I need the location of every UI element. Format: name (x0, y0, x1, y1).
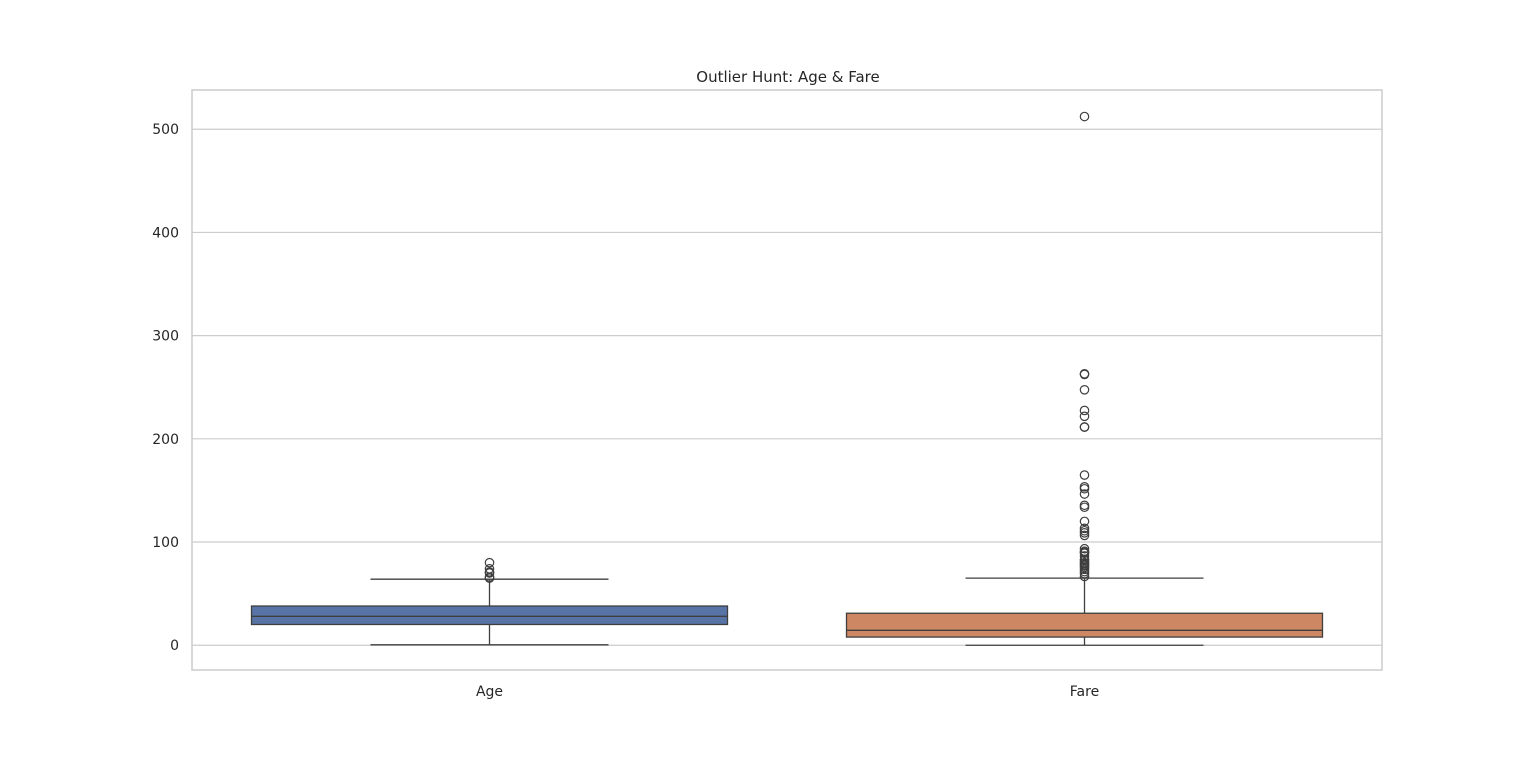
outlier-point (1079, 502, 1090, 513)
y-tick-label: 500 (152, 122, 179, 138)
outlier-point (484, 567, 495, 577)
chart-title: Outlier Hunt: Age & Fare (696, 68, 879, 86)
plot-frame (191, 89, 1383, 671)
x-tick-label: Age (476, 684, 503, 700)
box-iqr (250, 605, 729, 626)
outlier-point (1079, 483, 1090, 494)
y-tick-label: 400 (152, 225, 179, 241)
y-tick-label: 300 (152, 329, 179, 345)
y-tick-label: 100 (152, 535, 179, 551)
box-group-age (250, 557, 729, 646)
y-axis-ticks: 0 100 200 300 400 500 (152, 122, 179, 654)
outlier-point (484, 564, 495, 574)
gridlines (192, 128, 1382, 646)
y-tick-label: 200 (152, 432, 179, 448)
outlier-point (1079, 405, 1090, 416)
boxes (250, 111, 1324, 646)
outlier-point (1079, 516, 1090, 527)
outlier-point (1079, 470, 1090, 480)
outlier-point (1079, 543, 1090, 554)
outlier-point (1079, 411, 1090, 422)
outlier-point (1079, 369, 1090, 379)
outlier-point (1079, 523, 1090, 534)
y-tick-label: 0 (170, 638, 179, 654)
outlier-point (1079, 489, 1090, 499)
x-axis-ticks: Age Fare (476, 684, 1099, 700)
outlier-point (1079, 422, 1090, 432)
box-iqr (845, 612, 1324, 638)
outlier-point (1079, 525, 1090, 536)
outlier-point (1079, 111, 1090, 122)
outlier-point (484, 557, 495, 568)
outlier-point (1079, 482, 1090, 492)
outlier-point (1079, 530, 1090, 541)
outlier-point (1079, 551, 1090, 561)
outlier-point (1079, 500, 1090, 511)
box-group-fare (845, 111, 1324, 646)
outlier-point (1079, 546, 1090, 557)
outlier-point (1079, 385, 1090, 395)
x-tick-label: Fare (1070, 684, 1099, 700)
